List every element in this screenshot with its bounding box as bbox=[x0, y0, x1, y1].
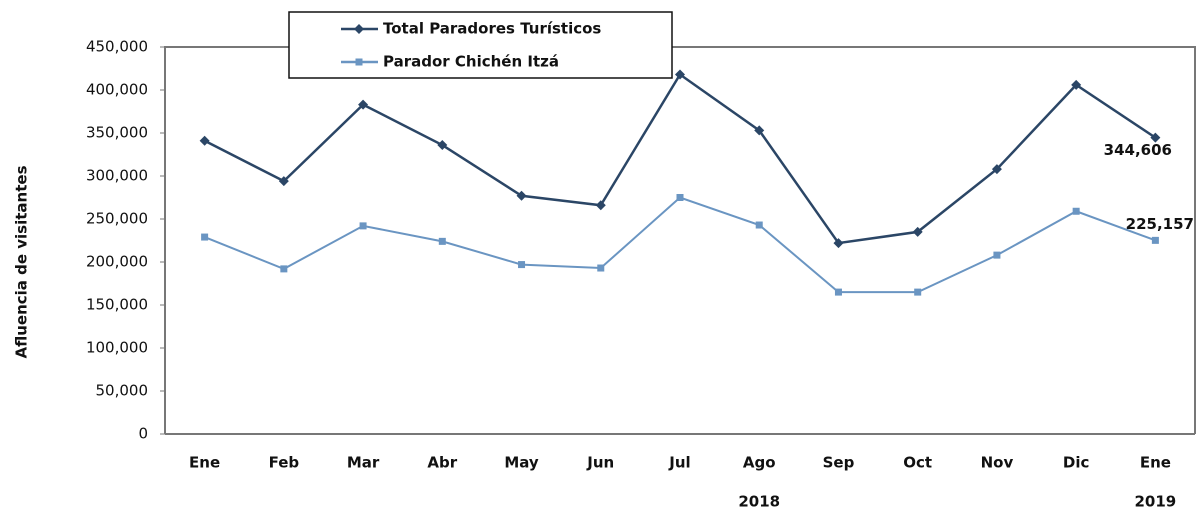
marker bbox=[518, 261, 526, 269]
y-axis-label: Afluencia de visitantes bbox=[13, 165, 31, 358]
y-tick-label: 0 bbox=[138, 425, 148, 443]
series-line bbox=[204, 72, 1157, 245]
y-tick-label: 200,000 bbox=[86, 253, 148, 271]
x-tick-label: Oct bbox=[903, 454, 932, 472]
y-tick-label: 100,000 bbox=[86, 339, 148, 357]
marker bbox=[993, 251, 1001, 259]
legend-label: Parador Chichén Itzá bbox=[383, 53, 559, 71]
x-group-label: 2018 bbox=[738, 493, 780, 511]
marker bbox=[595, 200, 606, 211]
y-tick-label: 400,000 bbox=[86, 81, 148, 99]
marker bbox=[516, 190, 527, 201]
marker bbox=[755, 221, 763, 229]
x-tick-label: Abr bbox=[427, 454, 457, 472]
x-tick-label: Jun bbox=[586, 454, 614, 472]
plot-frame bbox=[164, 46, 1196, 434]
marker bbox=[675, 69, 685, 80]
marker bbox=[1151, 236, 1159, 244]
marker bbox=[437, 140, 448, 151]
marker bbox=[834, 288, 842, 296]
marker bbox=[991, 164, 1002, 175]
y-tick-label: 50,000 bbox=[96, 382, 149, 400]
y-tick-label: 150,000 bbox=[86, 296, 148, 314]
data-label: 225,157 bbox=[1126, 215, 1194, 233]
x-tick-label: May bbox=[504, 454, 539, 472]
marker bbox=[199, 135, 210, 146]
marker bbox=[201, 233, 209, 241]
y-tick-label: 350,000 bbox=[86, 124, 148, 142]
marker bbox=[280, 265, 288, 273]
marker bbox=[1071, 79, 1082, 90]
marker bbox=[1150, 132, 1161, 143]
marker bbox=[912, 226, 923, 237]
series-line bbox=[204, 196, 1156, 294]
x-tick-label: Feb bbox=[269, 454, 300, 472]
marker bbox=[676, 194, 684, 201]
x-tick-label: Dic bbox=[1063, 454, 1089, 472]
x-tick-label: Nov bbox=[981, 454, 1014, 472]
marker bbox=[597, 264, 605, 272]
marker bbox=[278, 176, 289, 187]
marker bbox=[1072, 207, 1080, 215]
marker bbox=[754, 125, 765, 136]
x-tick-label: Sep bbox=[823, 454, 855, 472]
marker bbox=[355, 58, 363, 66]
y-tick-label: 300,000 bbox=[86, 167, 148, 185]
marker bbox=[438, 237, 446, 245]
marker bbox=[833, 238, 844, 249]
x-tick-label: Jul bbox=[668, 454, 690, 472]
x-tick-label: Ago bbox=[743, 454, 776, 472]
x-tick-label: Mar bbox=[347, 454, 380, 472]
y-tick-label: 250,000 bbox=[86, 210, 148, 228]
x-tick-label: Ene bbox=[1140, 454, 1171, 472]
legend-label: Total Paradores Turísticos bbox=[383, 20, 601, 38]
marker bbox=[358, 99, 369, 110]
legend-box bbox=[288, 11, 673, 79]
marker bbox=[359, 222, 367, 230]
x-tick-label: Ene bbox=[189, 454, 220, 472]
marker bbox=[354, 24, 364, 34]
y-tick-label: 450,000 bbox=[86, 38, 148, 56]
marker bbox=[914, 288, 922, 296]
data-label: 344,606 bbox=[1104, 141, 1172, 159]
x-group-label: 2019 bbox=[1135, 493, 1177, 511]
